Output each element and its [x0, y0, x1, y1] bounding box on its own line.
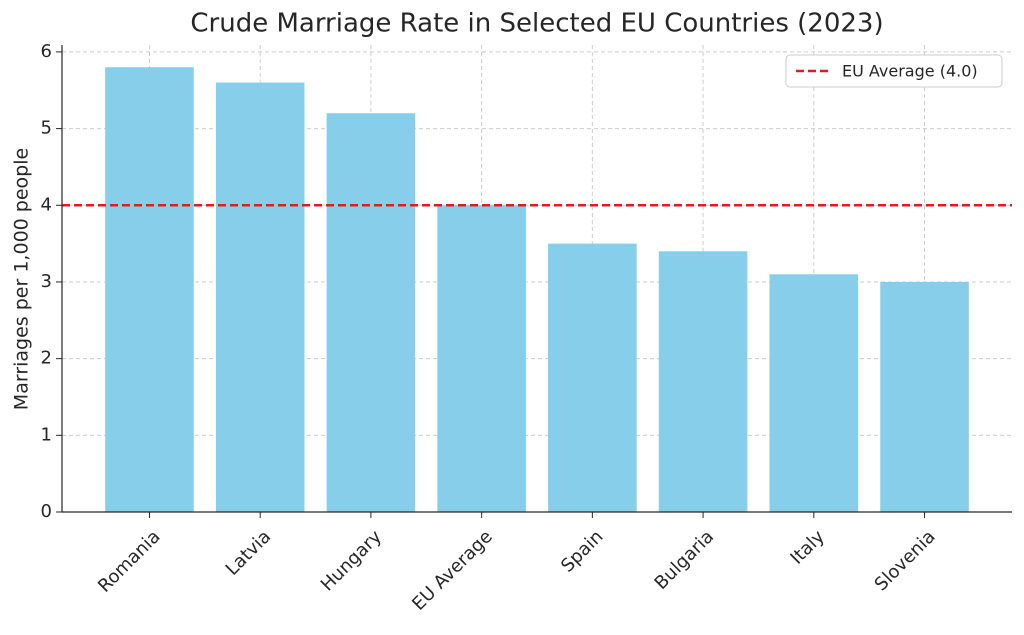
bar — [658, 251, 748, 512]
y-tick-label: 6 — [41, 41, 52, 62]
y-axis-label: Marriages per 1,000 people — [11, 148, 33, 410]
bar — [215, 82, 305, 513]
y-tick-label: 5 — [41, 118, 52, 139]
bar — [880, 281, 969, 512]
bar — [326, 113, 416, 512]
bar — [437, 205, 526, 513]
x-tick-label: Slovenia — [871, 526, 940, 595]
y-tick-label: 1 — [41, 424, 52, 445]
bar — [105, 67, 194, 512]
x-tick-label: EU Average — [408, 526, 497, 615]
y-tick-label: 3 — [41, 271, 52, 292]
grid — [62, 45, 1012, 513]
bar — [548, 243, 637, 512]
x-tick-label: Spain — [557, 526, 607, 576]
x-tick-label: Latvia — [222, 526, 276, 580]
x-tick-label: Bulgaria — [651, 526, 719, 594]
y-tick-label: 2 — [41, 348, 52, 369]
legend-label: EU Average (4.0) — [842, 62, 978, 81]
y-tick-label: 0 — [41, 501, 52, 522]
x-tick-label: Hungary — [317, 526, 386, 595]
bar — [769, 274, 859, 512]
legend — [785, 54, 1003, 88]
x-tick-label: Romania — [94, 526, 165, 597]
x-tick-label: Italy — [786, 526, 829, 569]
y-tick-label: 4 — [41, 194, 52, 215]
chart-title: Crude Marriage Rate in Selected EU Count… — [190, 9, 883, 39]
